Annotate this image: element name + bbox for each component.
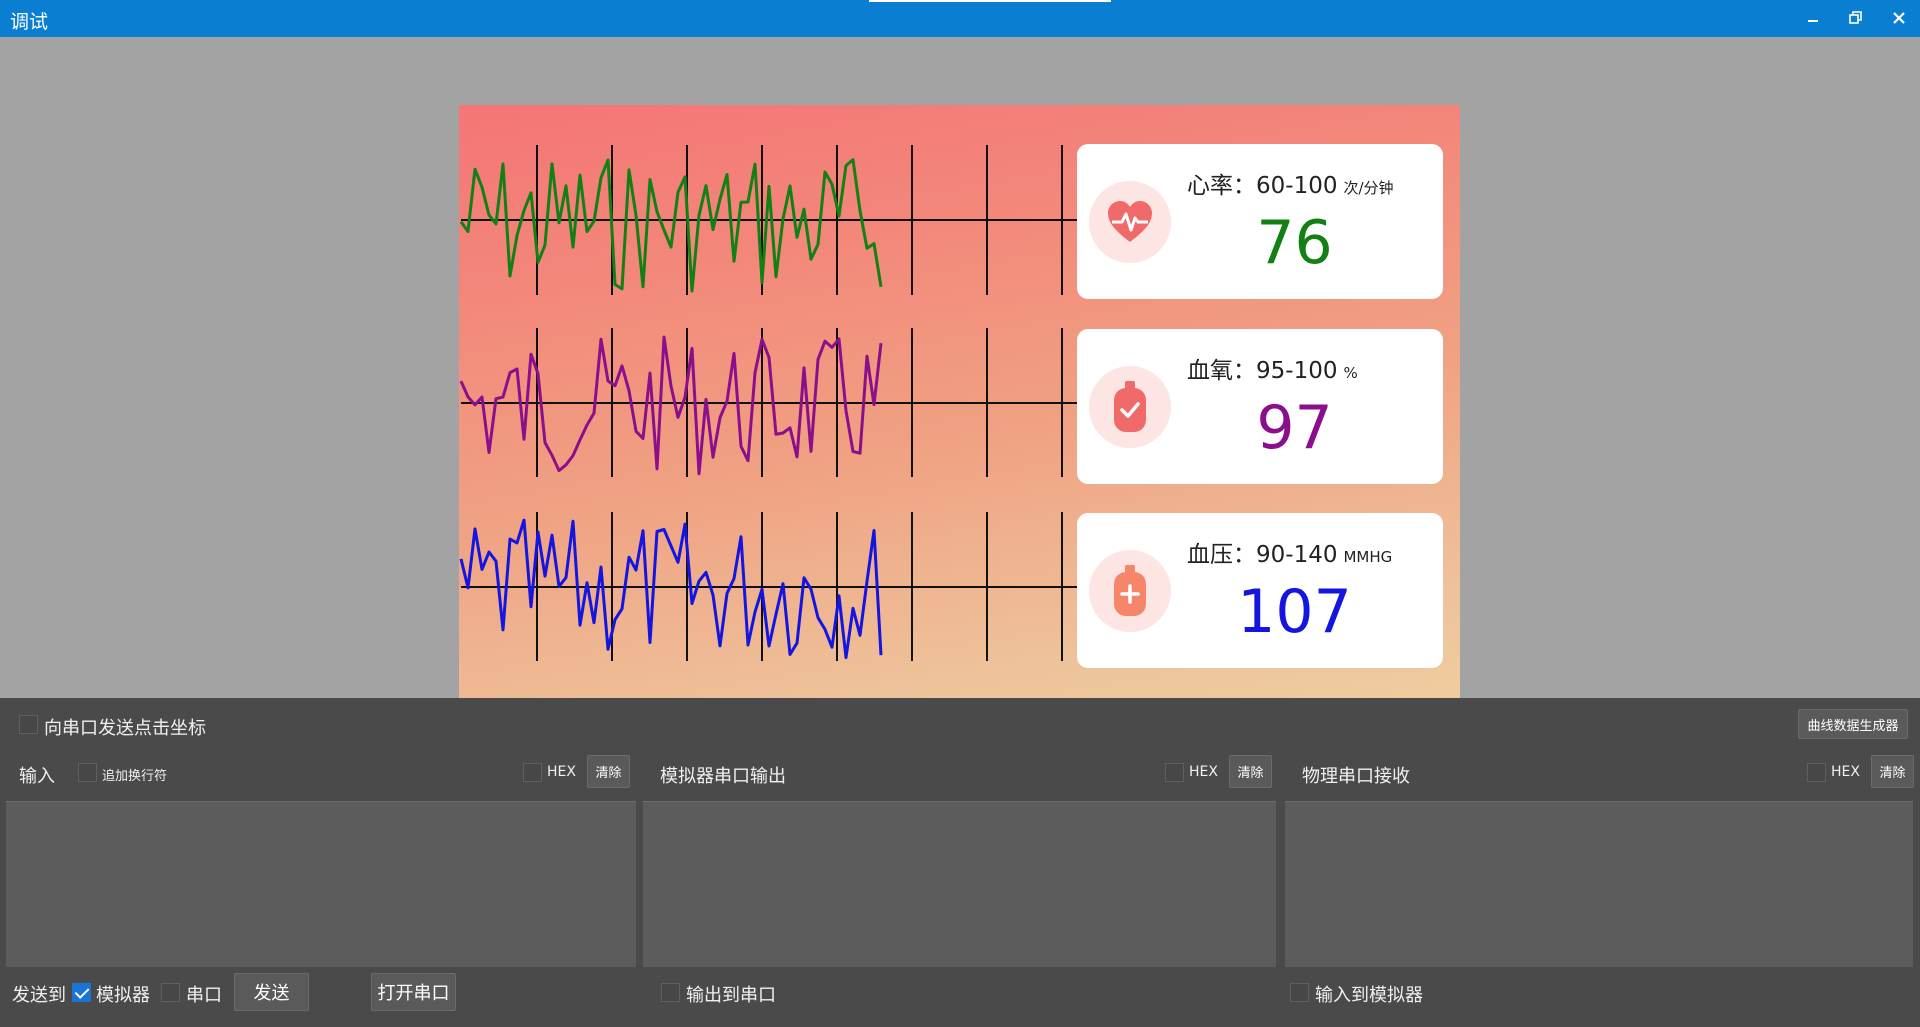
open-serial-button[interactable]: 打开串口 [371, 973, 456, 1011]
append-newline-label: 追加换行符 [102, 769, 168, 784]
minimize-icon[interactable] [1799, 5, 1827, 31]
output-to-serial-label: 输出到串口 [686, 985, 776, 1006]
serial-label: 串口 [186, 985, 222, 1006]
debug-panel: 向串口发送点击坐标 曲线数据生成器 输入 追加换行符 HEX 清除 模拟器串口输… [0, 698, 1920, 1027]
sim-output-hex-checkbox[interactable] [1165, 763, 1184, 782]
device-screen[interactable]: 心率：60-100 次/分钟 76 血氧：95-100% 97 [459, 105, 1460, 705]
input-title: 输入 [19, 766, 55, 787]
waveform-area [459, 145, 1077, 661]
send-coord-label: 向串口发送点击坐标 [44, 718, 206, 739]
phys-receive-hex-label: HEX [1831, 764, 1860, 780]
send-coord-checkbox[interactable] [19, 715, 38, 734]
serial-checkbox[interactable] [161, 983, 180, 1002]
simulator-label: 模拟器 [96, 985, 150, 1006]
input-to-sim-label: 输入到模拟器 [1315, 985, 1423, 1006]
title-bar: 调试 [0, 0, 1920, 37]
oxygen-bag-icon [1089, 366, 1171, 448]
oxygen-card: 血氧：95-100% 97 [1077, 329, 1443, 484]
heart-rate-card: 心率：60-100 次/分钟 76 [1077, 144, 1443, 299]
phys-receive-clear-button[interactable]: 清除 [1871, 755, 1914, 788]
oxygen-value: 97 [1256, 393, 1333, 463]
blood-pressure-card: 血压：90-140 MMHG 107 [1077, 513, 1443, 668]
input-hex-checkbox[interactable] [523, 763, 542, 782]
input-hex-label: HEX [547, 764, 576, 780]
input-clear-button[interactable]: 清除 [587, 755, 630, 788]
waveform-line [459, 335, 883, 476]
title-tab-indicator [869, 0, 1111, 2]
simulator-checkbox[interactable] [72, 983, 91, 1002]
sim-output-title: 模拟器串口输出 [660, 766, 786, 787]
phys-receive-hex-checkbox[interactable] [1807, 763, 1826, 782]
send-to-label: 发送到 [12, 985, 66, 1006]
sim-output-clear-button[interactable]: 清除 [1229, 755, 1272, 788]
heart-icon [1089, 181, 1171, 263]
blood-pressure-label: 血压：90-140 MMHG [1187, 542, 1393, 568]
input-to-sim-checkbox[interactable] [1290, 983, 1309, 1002]
heart-rate-label: 心率：60-100 次/分钟 [1187, 173, 1394, 199]
oxygen-label: 血氧：95-100% [1187, 358, 1358, 384]
close-icon[interactable] [1885, 5, 1913, 31]
phys-receive-title: 物理串口接收 [1302, 766, 1410, 787]
blood-bag-icon [1089, 550, 1171, 632]
waveform-line [459, 158, 883, 293]
send-button[interactable]: 发送 [234, 973, 309, 1011]
simulator-workspace: 心率：60-100 次/分钟 76 血氧：95-100% 97 [0, 37, 1920, 705]
input-textarea[interactable] [6, 801, 636, 967]
phys-receive-textarea[interactable] [1285, 801, 1913, 967]
window-title: 调试 [10, 11, 49, 33]
append-newline-checkbox[interactable] [78, 763, 97, 782]
output-to-serial-checkbox[interactable] [661, 983, 680, 1002]
waveform-line [459, 518, 883, 660]
blood-pressure-value: 107 [1237, 577, 1352, 647]
sim-output-textarea[interactable] [643, 801, 1276, 967]
sim-output-hex-label: HEX [1189, 764, 1218, 780]
restore-icon[interactable] [1842, 5, 1870, 31]
curve-generator-button[interactable]: 曲线数据生成器 [1798, 709, 1908, 739]
heart-rate-value: 76 [1256, 208, 1333, 278]
